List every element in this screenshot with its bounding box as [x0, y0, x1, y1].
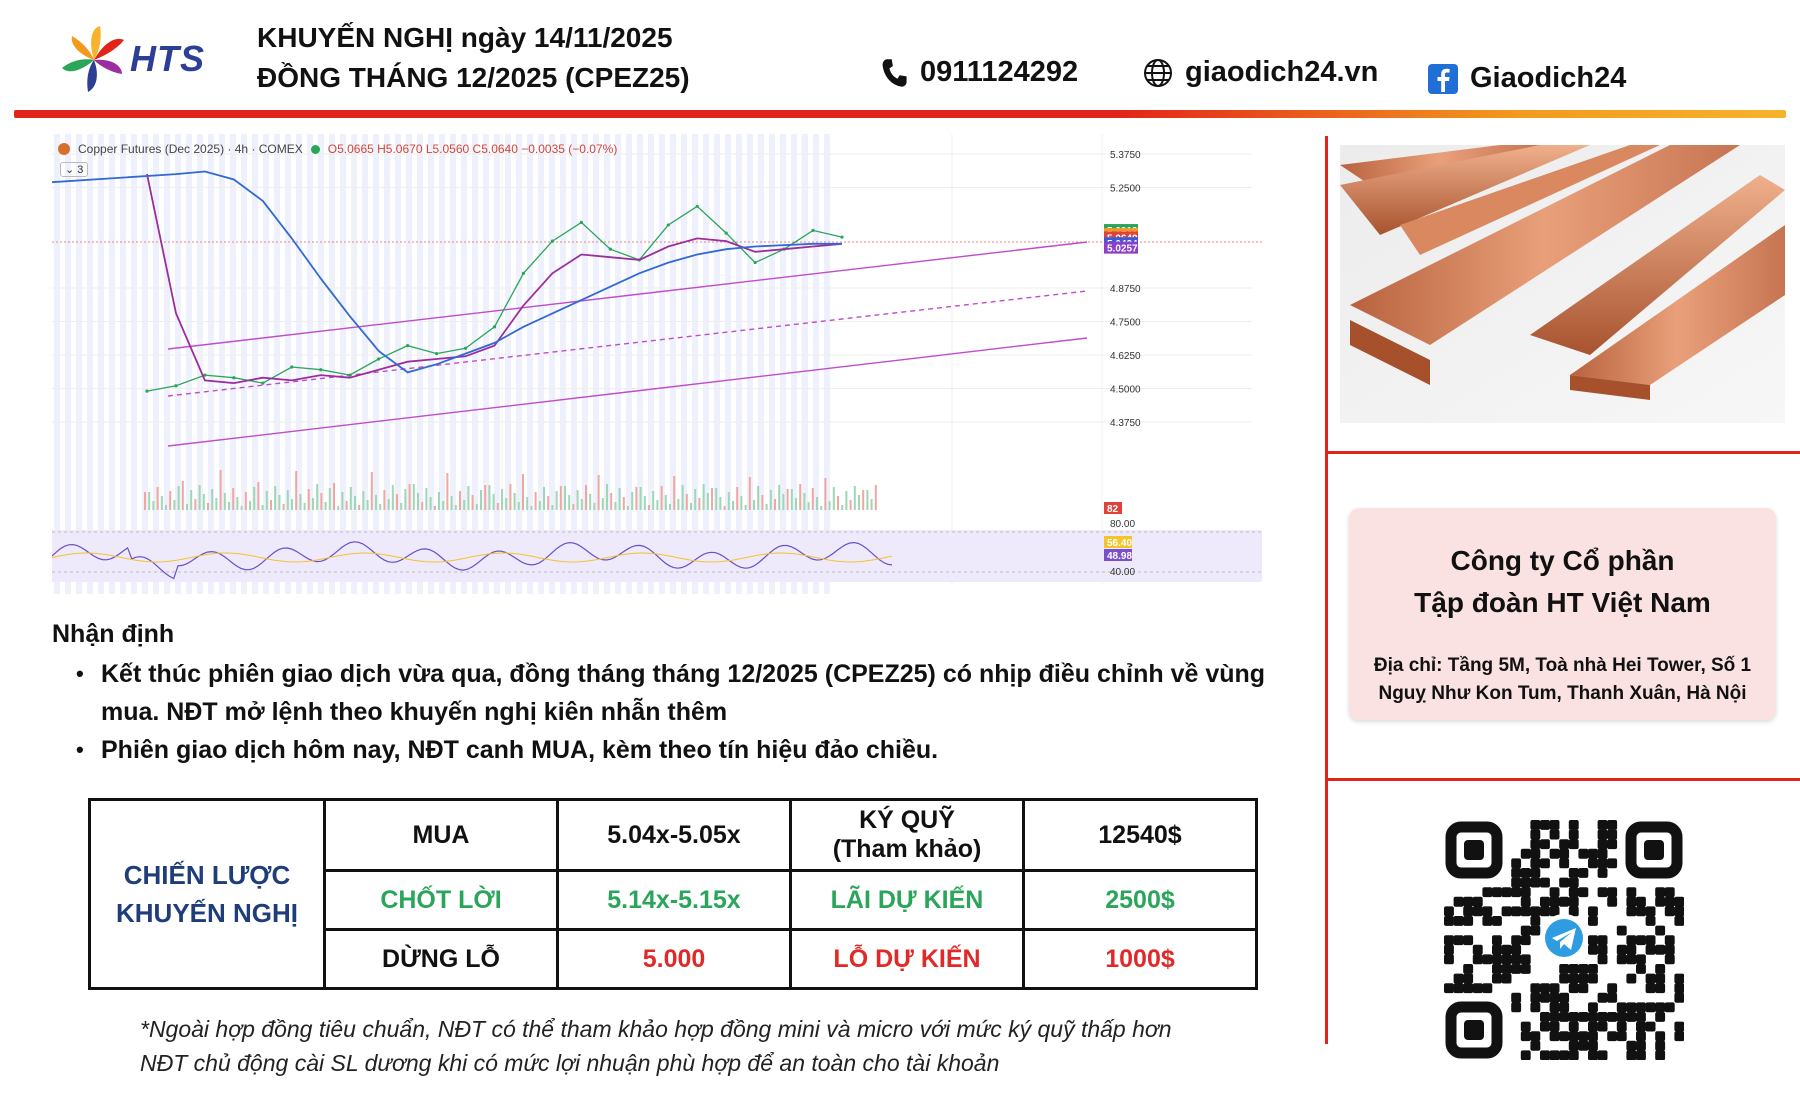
- channel-upper: [167, 241, 1088, 350]
- note-line-2: NĐT chủ động cài SL dương khi có mức lợi…: [140, 1050, 1000, 1076]
- page-title: KHUYẾN NGHỊ ngày 14/11/2025: [257, 22, 673, 53]
- company-name: Công ty Cổ phần Tập đoàn HT Việt Nam: [1414, 545, 1711, 618]
- margin-value: 12540$: [1022, 798, 1258, 872]
- margin-label: KÝ QUỸ (Tham khảo): [789, 798, 1025, 872]
- y-tick-label: 4.5000: [1110, 384, 1141, 395]
- price-point: [203, 373, 207, 377]
- analysis-bullet: Phiên giao dịch hôm nay, NĐT canh MUA, k…: [76, 731, 1306, 769]
- price-point: [232, 376, 236, 380]
- buy-label: MUA: [323, 798, 559, 872]
- phone-contact[interactable]: 0911124292: [880, 56, 1078, 89]
- note-line-1: *Ngoài hợp đồng tiêu chuẩn, NĐT có thể t…: [140, 1016, 1172, 1042]
- y-tick-label: 5.2500: [1110, 184, 1141, 195]
- chevron-down-icon: ⌄: [65, 164, 75, 176]
- profit-value: 2500$: [1022, 869, 1258, 931]
- copper-icon: [58, 143, 70, 155]
- facebook-icon: [1428, 63, 1458, 94]
- take-profit-label: CHỐT LỜI: [323, 869, 559, 931]
- y-tick-label: 4.7500: [1110, 317, 1141, 328]
- price-point: [174, 384, 178, 388]
- price-point: [463, 346, 468, 350]
- phone-icon: [882, 58, 907, 87]
- qr-code[interactable]: [1444, 820, 1684, 1060]
- price-point: [811, 228, 815, 233]
- price-label-bg: [1104, 241, 1138, 254]
- rsi-label: 56.40: [1107, 538, 1132, 549]
- chart-legend-title: Copper Futures (Dec 2025) · 4h · COMEX: [78, 142, 303, 156]
- rsi-tick-label: 40.00: [1110, 567, 1135, 578]
- profit-label: LÃI DỰ KIẾN: [789, 869, 1025, 931]
- rsi-tick-label: 80.00: [1110, 519, 1135, 530]
- price-point: [579, 220, 583, 224]
- chart-legend-ohlc: O5.0665 H5.0670 L5.0560 C5.0640 −0.0035 …: [327, 142, 618, 156]
- phone-number: 0911124292: [920, 56, 1079, 88]
- price-point: [550, 239, 555, 243]
- price-point: [666, 223, 670, 227]
- loss-label: LỖ DỰ KIẾN: [789, 928, 1025, 990]
- stop-loss-label: DỪNG LỖ: [323, 928, 559, 990]
- analysis-list: Kết thúc phiên giao dịch vừa qua, đồng t…: [76, 655, 1306, 769]
- price-point: [290, 365, 294, 369]
- telegram-icon: [1540, 914, 1588, 962]
- price-point: [145, 389, 149, 393]
- price-chart: 5.3750 5.2500 4.8750 4.7500 4.6250 4.5000 4.37…: [52, 134, 1312, 594]
- buy-range: 5.04x-5.05x: [556, 798, 792, 872]
- price-point: [724, 231, 728, 235]
- website-text: giaodich24.vn: [1185, 56, 1379, 88]
- channel-lower: [167, 337, 1088, 447]
- price-point: [608, 247, 612, 251]
- copper-bars-image: [1340, 145, 1785, 423]
- globe-icon: [1144, 58, 1172, 87]
- y-tick-label: 4.8750: [1110, 284, 1141, 295]
- take-profit-range: 5.14x-5.15x: [556, 869, 792, 931]
- loss-value: 1000$: [1022, 928, 1258, 990]
- header-divider: [14, 110, 1786, 118]
- column-divider: [1325, 136, 1328, 1044]
- price-point: [434, 352, 439, 356]
- y-tick-label: 5.3750: [1110, 150, 1141, 161]
- series-line: [146, 173, 843, 385]
- facebook-link[interactable]: Giaodich24: [1428, 62, 1626, 95]
- page-subtitle: ĐỒNG THÁNG 12/2025 (CPEZ25): [257, 62, 690, 93]
- company-card: Công ty Cổ phần Tập đoàn HT Việt Nam Địa…: [1349, 508, 1776, 720]
- analysis-title: Nhận định: [52, 620, 175, 648]
- facebook-text: Giaodich24: [1470, 62, 1627, 94]
- volume-label: 82: [1107, 504, 1119, 515]
- status-dot-icon: [310, 144, 320, 154]
- price-point: [840, 235, 844, 239]
- strategy-table: CHIẾN LƯỢC KHUYẾN NGHỊ MUA 5.04x-5.05x K…: [88, 798, 1258, 990]
- price-point: [261, 381, 265, 385]
- y-tick-label: 4.3750: [1110, 418, 1141, 429]
- hts-logo: [62, 26, 124, 92]
- rsi-label: 48.98: [1107, 551, 1132, 562]
- price-point: [695, 204, 699, 208]
- logo-text: HTS: [130, 38, 205, 79]
- section-divider: [1325, 451, 1800, 454]
- price-label: 5.0257: [1107, 244, 1138, 255]
- price-point: [492, 325, 497, 329]
- company-address: Địa chỉ: Tầng 5M, Toà nhà Hei Tower, Số …: [1373, 655, 1752, 704]
- price-point: [348, 373, 352, 377]
- price-point: [753, 260, 757, 265]
- channel-mid: [167, 290, 1088, 397]
- analysis-bullet: Kết thúc phiên giao dịch vừa qua, đồng t…: [76, 655, 1306, 731]
- y-tick-label: 4.6250: [1110, 351, 1141, 362]
- stop-loss-value: 5.000: [556, 928, 792, 990]
- price-point: [319, 368, 323, 372]
- section-divider: [1325, 778, 1800, 781]
- website-link[interactable]: giaodich24.vn: [1143, 56, 1378, 89]
- price-point: [377, 357, 381, 361]
- chart-collapse-toggle[interactable]: ⌄ 3: [60, 162, 89, 177]
- price-point: [406, 343, 410, 348]
- chart-legend: Copper Futures (Dec 2025) · 4h · COMEX O…: [58, 142, 617, 156]
- price-point: [521, 271, 526, 275]
- strategy-header: CHIẾN LƯỢC KHUYẾN NGHỊ: [88, 798, 326, 990]
- series-line: [52, 170, 842, 374]
